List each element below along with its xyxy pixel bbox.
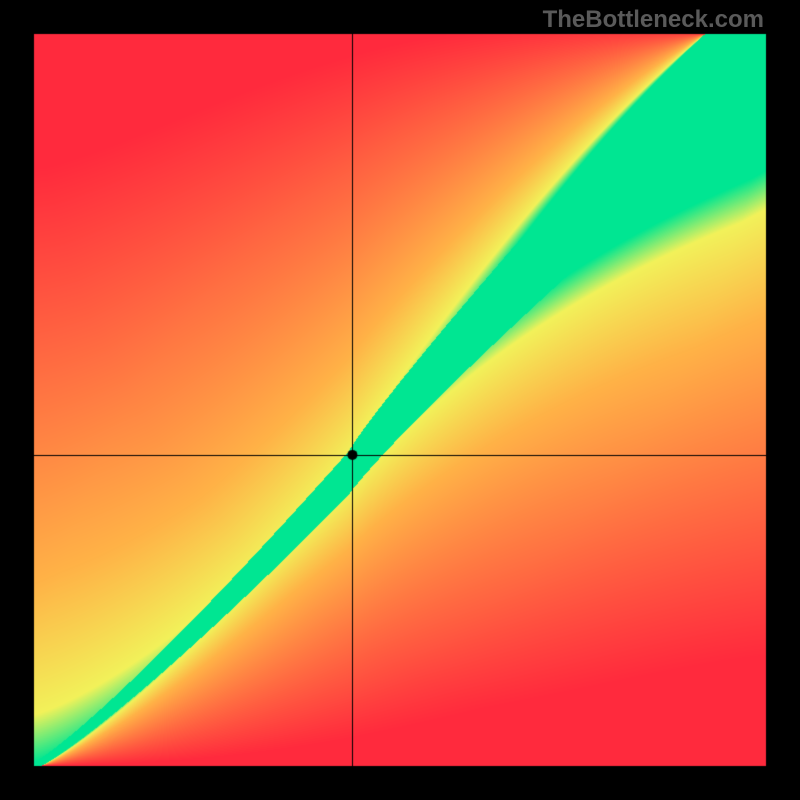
watermark-text: TheBottleneck.com xyxy=(543,6,764,34)
bottleneck-heatmap xyxy=(0,0,800,800)
chart-container: TheBottleneck.com xyxy=(0,0,800,800)
